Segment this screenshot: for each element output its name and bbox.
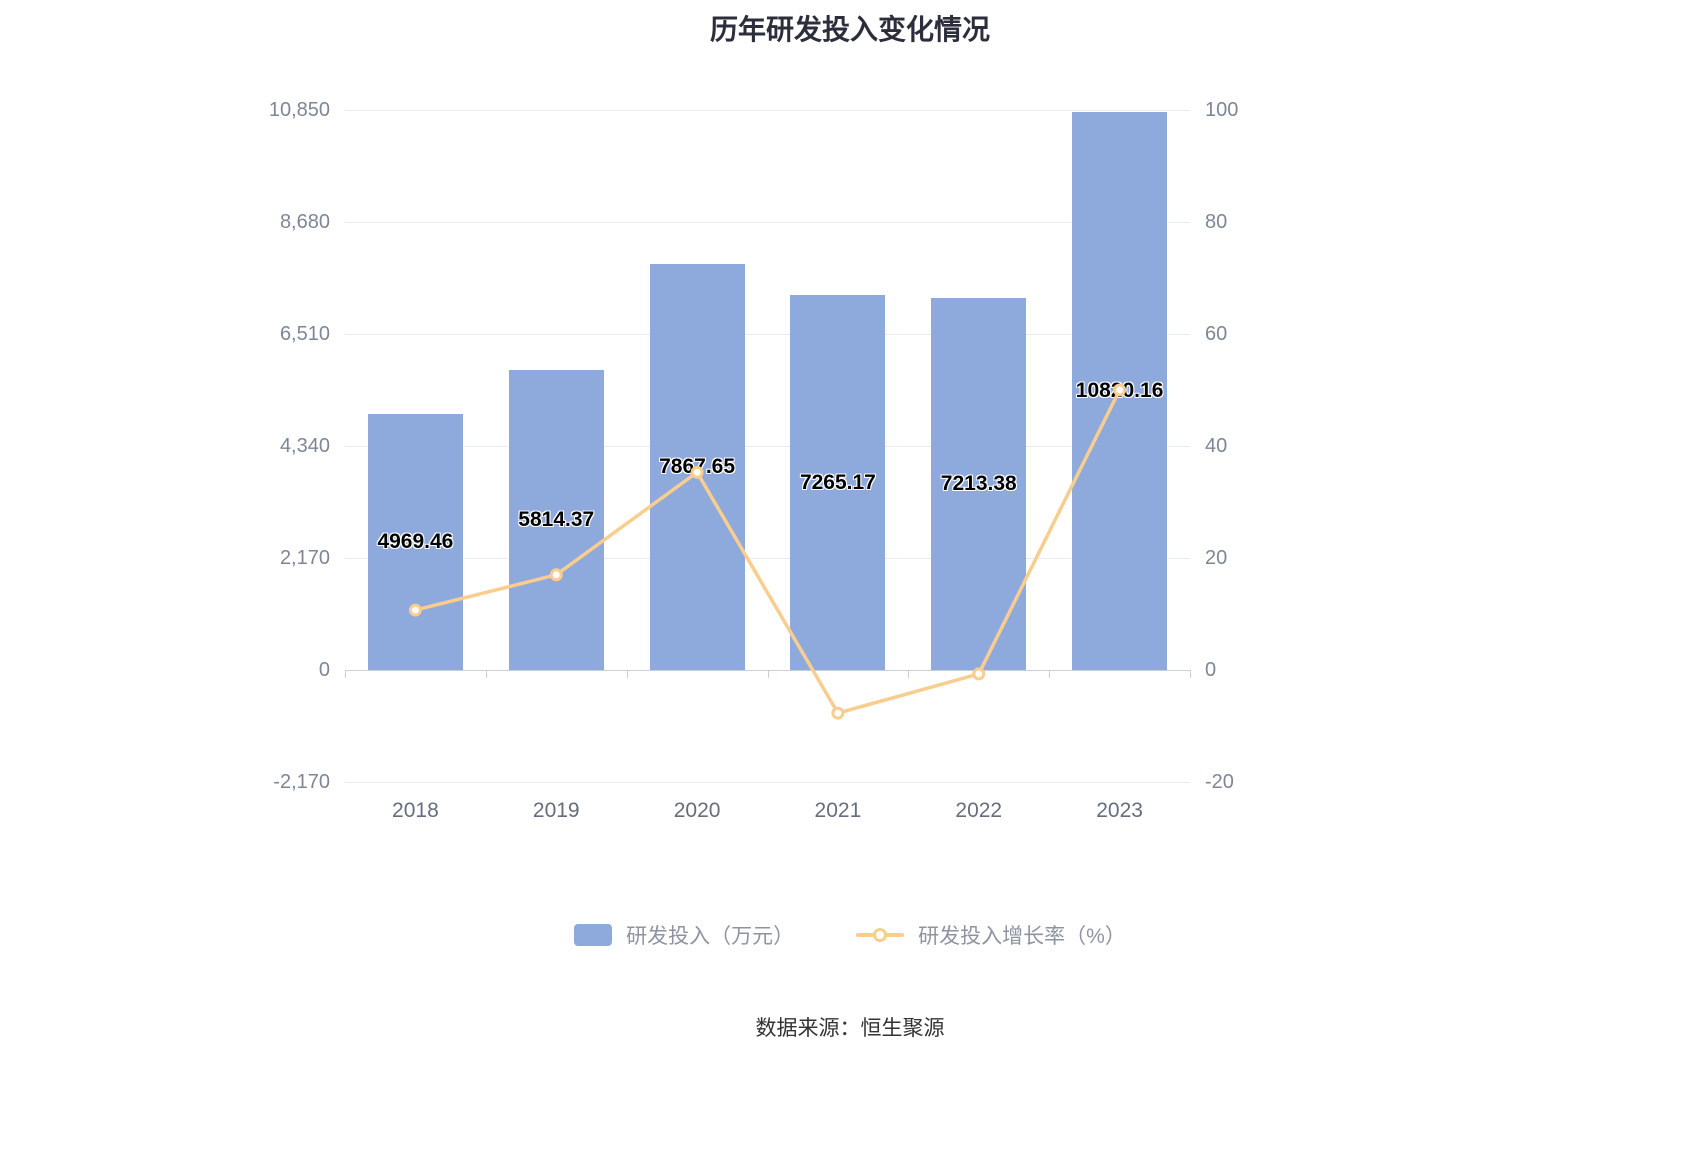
- right-axis-tick-label: 60: [1205, 323, 1228, 345]
- left-axis-tick-label: 10,850: [268, 99, 330, 121]
- x-axis-label-2022: 2022: [955, 799, 1003, 822]
- legend-label-bar: 研发投入（万元）: [626, 925, 795, 948]
- left-axis-tick-label: 6,510: [279, 323, 330, 345]
- bar-series-swatch-icon: [574, 924, 613, 946]
- growth-rate-point-2021: [831, 706, 845, 720]
- bar-value-label-2018: 4969.46: [377, 529, 454, 553]
- x-axis-tick: [485, 670, 487, 678]
- gridline: [345, 782, 1190, 783]
- left-axis-tick-label: 0: [318, 659, 330, 681]
- right-axis-tick-label: 20: [1205, 547, 1228, 569]
- right-axis-tick-label: 100: [1205, 99, 1239, 121]
- gridline: [345, 334, 1190, 335]
- gridline: [345, 222, 1190, 223]
- gridline: [345, 446, 1190, 447]
- right-axis-tick-label: 0: [1205, 659, 1217, 681]
- data-source-caption: 数据来源：恒生聚源: [755, 1017, 945, 1040]
- left-axis-tick-label: 4,340: [279, 435, 330, 457]
- legend: 研发投入（万元） 研发投入增长率（%）: [0, 920, 1700, 950]
- x-axis-label-2021: 2021: [814, 799, 862, 822]
- x-axis-label-2020: 2020: [673, 799, 721, 822]
- gridline: [345, 110, 1190, 111]
- x-axis-tick: [1190, 670, 1191, 678]
- line-series-swatch-icon: [856, 924, 905, 946]
- x-axis-tick: [767, 670, 769, 678]
- gridline: [345, 558, 1190, 559]
- chart-title: 历年研发投入变化情况: [709, 14, 990, 45]
- left-axis-tick-label: -2,170: [273, 771, 330, 793]
- left-axis-tick-label: 2,170: [279, 547, 330, 569]
- right-axis-tick-label: 40: [1205, 435, 1228, 457]
- legend-item-bar-series[interactable]: 研发投入（万元）: [574, 920, 794, 950]
- bar-value-label-2020: 7867.65: [659, 454, 736, 478]
- x-axis-tick: [345, 670, 346, 678]
- x-axis-tick: [908, 670, 910, 678]
- x-axis-tick: [626, 670, 628, 678]
- right-axis-tick-label: -20: [1205, 771, 1234, 793]
- legend-item-line-series[interactable]: 研发投入增长率（%）: [856, 920, 1126, 950]
- x-axis-label-2023: 2023: [1096, 799, 1143, 822]
- bar-value-label-2019: 5814.37: [518, 507, 595, 531]
- right-axis-tick-label: 80: [1205, 211, 1228, 233]
- x-axis-label-2018: 2018: [392, 799, 439, 822]
- left-axis-tick-label: 8,680: [279, 211, 330, 233]
- line-swatch-circle-icon: [873, 928, 888, 942]
- bar-value-label-2022: 7213.38: [940, 471, 1017, 495]
- bar-value-label-2021: 7265.17: [799, 470, 876, 494]
- x-axis-label-2019: 2019: [532, 799, 580, 822]
- legend-label-line: 研发投入增长率（%）: [918, 925, 1126, 948]
- x-axis-tick: [1049, 670, 1051, 678]
- bar-value-label-2023: 10820.16: [1075, 378, 1164, 402]
